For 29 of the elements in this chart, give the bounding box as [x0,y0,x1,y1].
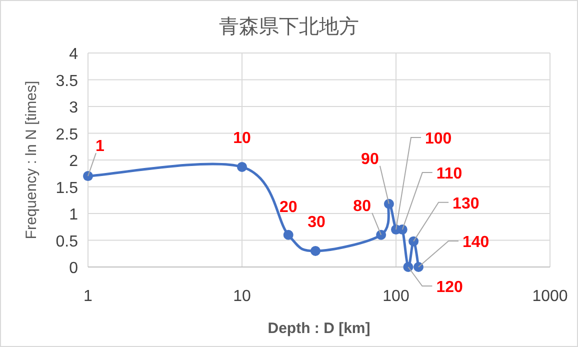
x-tick-label: 100 [382,288,410,305]
y-tick-label: 2 [69,153,78,170]
y-axis-title: Frequency : ln N [times] [23,80,40,240]
y-tick-label: 1 [69,206,78,224]
annotation: 90 [361,150,379,168]
x-axis-title: Depth : D [km] [268,320,370,337]
annotation: 1 [88,138,104,177]
annotation: 120 [436,279,463,296]
annotation: 30 [308,214,326,231]
chart-title: 青森県下北地方 [219,15,359,38]
annotation: 110 [436,166,462,183]
annotation: 140 [418,234,490,268]
y-tick-label: 3.5 [56,72,78,90]
annotation: 140 [462,234,490,251]
y-tick-label: 2.5 [56,126,78,144]
y-tick-label: 4 [69,46,78,63]
annotation: 100 [425,130,452,148]
x-tick-label: 10 [233,288,251,305]
y-tick-label: 1.5 [56,180,78,197]
y-tick-label: 0 [69,260,78,277]
y-tick-label: 0.5 [56,233,78,250]
y-tick-label: 3 [69,100,78,116]
annotation: 120 [408,266,463,296]
x-tick-label: 1000 [532,288,568,305]
annotation: 1 [96,138,105,156]
annotation: 20 [279,198,298,216]
x-tick-label: 1 [84,288,93,305]
annotation: 10 [233,130,251,147]
annotation: 130 [452,195,480,212]
